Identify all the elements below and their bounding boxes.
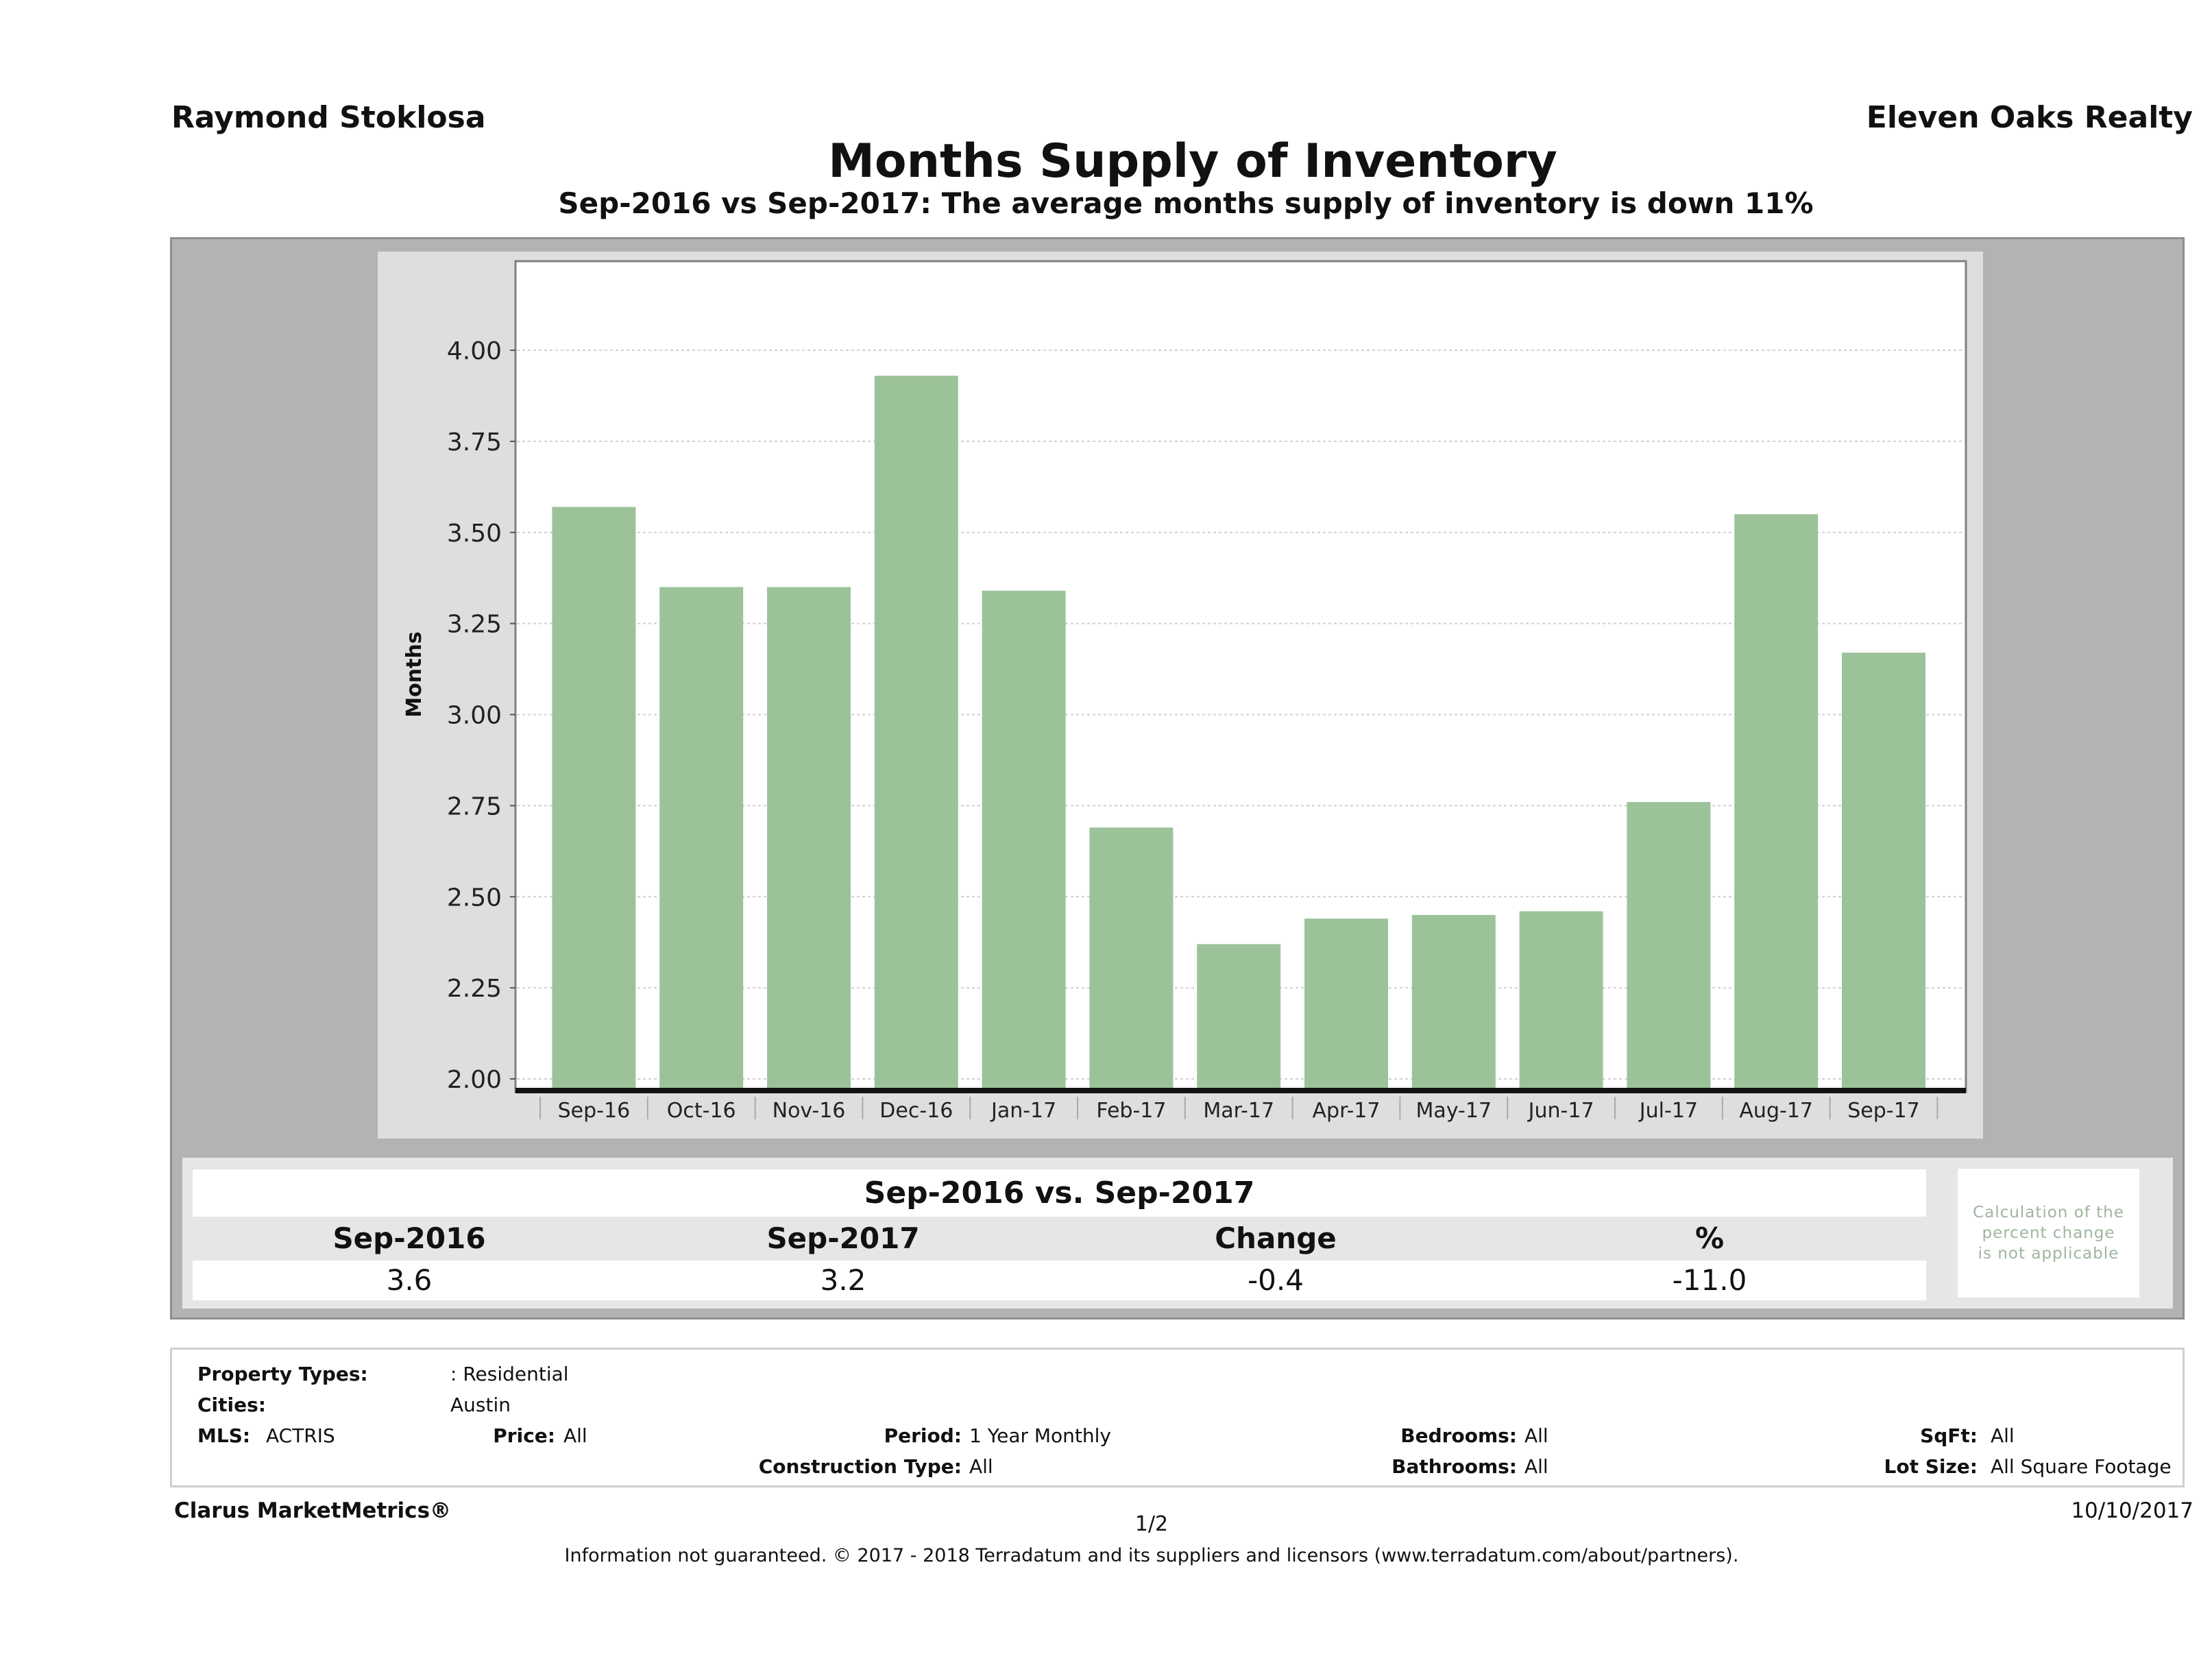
x-tick-label: Sep-17 xyxy=(1847,1099,1920,1123)
percent-change-note: Calculation of the percent change is not… xyxy=(1958,1169,2139,1298)
filter-mls: MLS: ACTRIS xyxy=(197,1424,335,1447)
y-tick-label: 4.00 xyxy=(447,337,502,365)
bar-apr-17 xyxy=(1304,919,1388,1088)
bar-jan-17 xyxy=(982,590,1066,1088)
y-tick-label: 3.50 xyxy=(447,520,502,548)
filter-value: ACTRIS xyxy=(265,1424,335,1447)
bar-oct-16 xyxy=(659,587,744,1088)
x-tick-label: Mar-17 xyxy=(1203,1099,1274,1123)
filter-price-label: Price: xyxy=(493,1424,555,1447)
filter-bedrooms-value: All xyxy=(1524,1424,1548,1447)
x-tick-label: Feb-17 xyxy=(1096,1099,1166,1123)
y-axis-ticks: 2.00 2.25 2.50 2.75 3.00 3.25 3.50 3.75 4.00 xyxy=(447,337,515,1094)
footer-brand: Clarus MarketMetrics® xyxy=(174,1498,452,1523)
y-tick-label: 3.25 xyxy=(447,611,502,639)
filter-lot-size-label: Lot Size: xyxy=(1884,1455,1978,1478)
report-title: Months Supply of Inventory xyxy=(828,134,1557,189)
report-subtitle: Sep-2016 vs Sep-2017: The average months… xyxy=(558,186,1814,220)
bar-jul-17 xyxy=(1627,802,1711,1088)
bar-chart: 2.00 2.25 2.50 2.75 3.00 3.25 3.50 3.75 4.00 Sep… xyxy=(402,260,1967,1123)
filter-label: Property Types: xyxy=(197,1363,368,1385)
bar-aug-17 xyxy=(1734,514,1819,1088)
x-tick-label: Aug-17 xyxy=(1739,1099,1813,1123)
summary-header-row: Sep-2016 Sep-2017 Change % xyxy=(193,1217,1926,1261)
filter-cities: Cities: xyxy=(197,1394,266,1416)
filter-label: MLS: xyxy=(197,1424,251,1447)
filter-sqft-value: All xyxy=(1991,1424,2015,1447)
filter-property-types-value: : Residential xyxy=(450,1363,569,1385)
y-tick-label: 2.50 xyxy=(447,884,502,912)
header-sep-2016: Sep-2016 xyxy=(332,1221,486,1255)
bar-feb-17 xyxy=(1089,827,1174,1088)
note-line: Calculation of the xyxy=(1973,1204,2124,1221)
x-axis-ticks: Sep-16 Oct-16 Nov-16 Dec-16 Jan-17 Feb-17 Mar-… xyxy=(539,1097,1938,1123)
filter-construction-value: All xyxy=(969,1455,993,1478)
filter-construction-label: Construction Type: xyxy=(759,1455,962,1478)
filter-label: Bathrooms: xyxy=(1391,1455,1517,1478)
x-tick-label: Nov-16 xyxy=(773,1099,846,1123)
filter-label: Lot Size: xyxy=(1884,1455,1978,1478)
filter-lot-size-value: All Square Footage xyxy=(1991,1455,2172,1478)
bar-sep-16 xyxy=(552,507,636,1088)
filter-label: Period: xyxy=(884,1424,962,1447)
bar-nov-16 xyxy=(767,587,851,1088)
filter-label: Bedrooms: xyxy=(1400,1424,1517,1447)
note-line: is not applicable xyxy=(1978,1245,2119,1263)
x-axis-line xyxy=(515,1088,1966,1093)
y-tick-label: 3.00 xyxy=(447,702,502,730)
y-axis-label: Months xyxy=(402,631,426,717)
filter-sqft-label: SqFt: xyxy=(1920,1424,1978,1447)
filter-bedrooms-label: Bedrooms: xyxy=(1400,1424,1517,1447)
bar-sep-17 xyxy=(1842,653,1925,1088)
filter-label: Construction Type: xyxy=(758,1455,962,1478)
x-tick-label: Jan-17 xyxy=(990,1099,1056,1123)
filter-cities-value: Austin xyxy=(450,1394,511,1416)
bar-dec-16 xyxy=(874,376,958,1088)
filter-label: Cities: xyxy=(197,1394,266,1416)
filter-label: SqFt: xyxy=(1920,1424,1978,1447)
x-tick-label: Jun-17 xyxy=(1527,1099,1594,1123)
value-percent: -11.0 xyxy=(1672,1263,1747,1297)
value-change: -0.4 xyxy=(1248,1263,1304,1297)
summary-value-row: 3.6 3.2 -0.4 -11.0 xyxy=(193,1261,1926,1300)
filter-label: Price: xyxy=(493,1424,555,1447)
x-tick-label: Apr-17 xyxy=(1313,1099,1381,1123)
report-date: 10/10/2017 xyxy=(2071,1498,2193,1523)
y-tick-label: 2.00 xyxy=(447,1066,502,1094)
x-tick-label: Oct-16 xyxy=(667,1099,736,1123)
y-tick-label: 2.25 xyxy=(447,975,502,1003)
bars xyxy=(552,376,1925,1088)
note-line: percent change xyxy=(1982,1224,2115,1242)
y-tick-label: 3.75 xyxy=(447,428,502,457)
bar-may-17 xyxy=(1411,914,1496,1088)
x-tick-label: Dec-16 xyxy=(879,1099,953,1123)
filter-period-label: Period: xyxy=(884,1424,962,1447)
disclaimer: Information not guaranteed. © 2017 - 201… xyxy=(564,1545,1739,1566)
brokerage-name: Eleven Oaks Realty xyxy=(1866,100,2193,135)
x-tick-label: May-17 xyxy=(1416,1099,1492,1123)
filter-bathrooms-label: Bathrooms: xyxy=(1391,1455,1517,1478)
filter-price-value: All xyxy=(563,1424,587,1447)
header-percent: % xyxy=(1694,1221,1725,1255)
x-tick-label: Jul-17 xyxy=(1638,1099,1698,1123)
bar-mar-17 xyxy=(1197,944,1281,1088)
summary-title: Sep-2016 vs. Sep-2017 xyxy=(193,1169,1926,1217)
value-sep-2017: 3.2 xyxy=(820,1263,866,1297)
agent-name: Raymond Stoklosa xyxy=(171,100,486,135)
x-tick-label: Sep-16 xyxy=(558,1099,631,1123)
filter-property-types: Property Types: xyxy=(197,1363,368,1385)
header-sep-2017: Sep-2017 xyxy=(766,1221,920,1255)
y-tick-label: 2.75 xyxy=(447,792,502,820)
filter-bathrooms-value: All xyxy=(1524,1455,1548,1478)
page-number: 1/2 xyxy=(1134,1512,1169,1536)
value-sep-2016: 3.6 xyxy=(386,1263,433,1297)
bar-jun-17 xyxy=(1519,911,1603,1088)
filter-criteria-box xyxy=(170,1348,2185,1487)
header-change: Change xyxy=(1215,1221,1337,1255)
filter-period-value: 1 Year Monthly xyxy=(969,1424,1112,1447)
